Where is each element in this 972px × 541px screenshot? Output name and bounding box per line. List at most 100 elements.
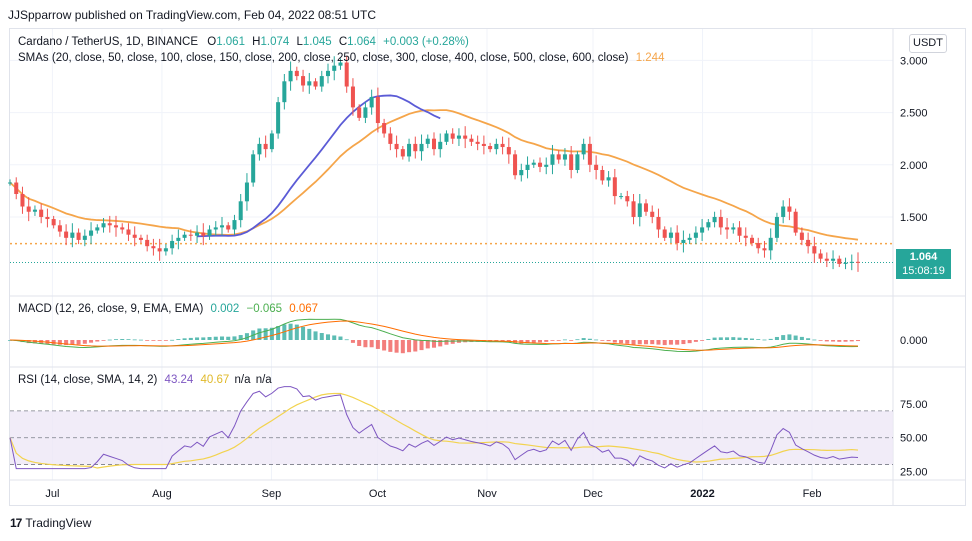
macd-histogram-bar [756, 339, 761, 340]
macd-histogram-bar [64, 340, 69, 346]
candle-body [195, 232, 200, 236]
macd-histogram-bar [344, 339, 349, 341]
candle-body [51, 219, 56, 226]
candle-body [531, 162, 536, 165]
candle-body [32, 209, 37, 212]
candle-body [619, 196, 624, 198]
candle-body [662, 229, 667, 238]
macd-histogram-bar [188, 337, 193, 340]
macd-histogram-bar [731, 337, 736, 340]
macd-histogram-bar [575, 339, 580, 341]
candle-body [700, 227, 705, 233]
macd-histogram-bar [363, 340, 368, 348]
sma-label[interactable]: SMAs (20, close, 50, close, 100, close, … [18, 52, 629, 64]
candle-body [382, 123, 387, 134]
candle-body [506, 147, 511, 155]
candle-body [612, 177, 617, 197]
macd-histogram-bar [569, 340, 574, 341]
macd-histogram-bar [151, 340, 156, 341]
macd-histogram-bar [132, 339, 137, 341]
macd-histogram-bar [681, 340, 686, 345]
candle-body [513, 154, 518, 176]
macd-histogram-bar [257, 328, 262, 340]
x-tick-label: 2022 [690, 488, 714, 500]
candle-body [525, 164, 530, 170]
macd-histogram-bar [95, 340, 100, 342]
macd-histogram-bar [600, 340, 605, 341]
candle-body [762, 248, 767, 251]
candle-body [793, 211, 798, 233]
macd-histogram-bar [656, 340, 661, 345]
macd-histogram-bar [394, 340, 399, 353]
x-tick-label: Oct [369, 488, 386, 500]
x-tick-label: Feb [803, 488, 822, 500]
candle-body [837, 258, 842, 264]
macd-value-3: 0.067 [289, 303, 319, 315]
candle-body [587, 143, 592, 165]
bar-countdown: 15:08:19 [902, 265, 945, 277]
macd-value-2: −0.065 [246, 303, 283, 315]
macd-histogram-bar [799, 336, 804, 340]
x-tick-label: Aug [152, 488, 172, 500]
macd-histogram-bar [631, 340, 636, 345]
rsi-label[interactable]: RSI (14, close, SMA, 14, 2) [18, 374, 158, 386]
candle-body [313, 81, 318, 87]
candle-body [238, 201, 243, 221]
candle-body [132, 234, 137, 238]
macd-histogram-bar [768, 338, 773, 340]
macd-histogram-bar [438, 340, 443, 347]
candle-body [774, 216, 779, 238]
candle-body [263, 143, 268, 150]
candle-body [544, 164, 549, 167]
candle-body [494, 143, 499, 150]
candle-body [575, 154, 580, 170]
candle-body [550, 154, 555, 165]
candle-body [89, 230, 94, 236]
candle-body [706, 222, 711, 228]
candle-body [463, 135, 468, 139]
macd-histogram-bar [338, 336, 343, 340]
candle-body [481, 143, 486, 146]
macd-histogram-bar [138, 339, 143, 341]
last-price: 1.064 [909, 251, 938, 263]
symbol-title[interactable]: Cardano / TetherUS, 1D, BINANCE [18, 36, 199, 48]
macd-histogram-bar [537, 340, 543, 343]
candle-body [145, 239, 150, 247]
candle-body [812, 246, 817, 254]
candle-body [307, 81, 312, 86]
macd-histogram-bar [849, 340, 854, 342]
macd-histogram-bar [843, 340, 848, 342]
candle-body [537, 162, 543, 167]
candle-body [332, 65, 337, 71]
tradingview-brand[interactable]: 17 TradingView [10, 516, 91, 530]
macd-histogram-bar [244, 333, 249, 340]
rsi-value-1: 43.24 [164, 374, 194, 386]
candle-body [438, 141, 443, 150]
candle-body [712, 216, 717, 223]
macd-histogram-bar [288, 323, 293, 340]
macd-histogram-bar [332, 335, 337, 340]
candle-body [843, 262, 848, 264]
macd-histogram-bar [706, 338, 711, 340]
candle-body [357, 107, 362, 118]
rsi-legend: RSI (14, close, SMA, 14, 2) 43.24 40.67 … [18, 374, 272, 386]
macd-label[interactable]: MACD (12, 26, close, 9, EMA, EMA) [18, 303, 204, 315]
macd-histogram-bar [581, 338, 586, 340]
macd-histogram-bar [57, 340, 62, 345]
currency-button[interactable]: USDT [909, 34, 947, 53]
macd-histogram-bar [325, 334, 331, 340]
candle-body [407, 143, 412, 157]
macd-histogram-bar [232, 336, 237, 340]
candle-body [369, 96, 374, 108]
macd-histogram-bar [407, 340, 412, 353]
x-tick-label: Nov [477, 488, 497, 500]
candle-body [594, 164, 599, 170]
macd-histogram-bar [562, 339, 567, 341]
candle-body [251, 154, 256, 183]
candle-body [338, 62, 343, 66]
sma-value: 1.244 [635, 52, 665, 64]
ohlc-high: 1.074 [260, 36, 290, 48]
rsi-ma-line [9, 392, 859, 469]
candle-body [400, 149, 405, 157]
